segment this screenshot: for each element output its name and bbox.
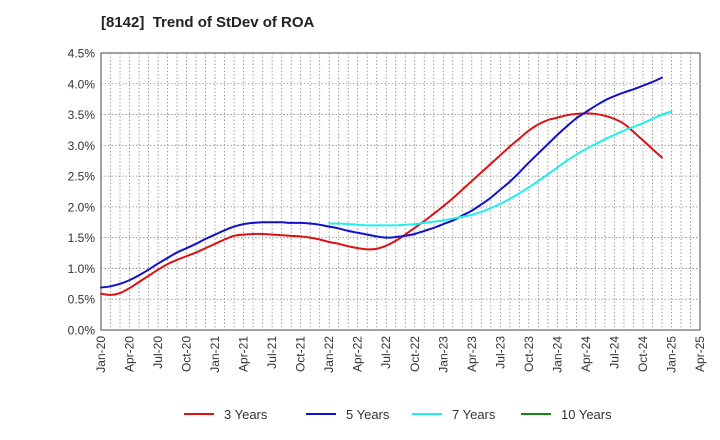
y-tick-label: 4.0% <box>68 77 96 91</box>
x-tick-label: Jan-23 <box>436 336 450 373</box>
legend-label: 10 Years <box>561 407 612 422</box>
x-tick-label: Apr-21 <box>237 336 251 372</box>
x-tick-label: Oct-21 <box>294 336 308 372</box>
y-tick-label: 0.5% <box>68 293 96 307</box>
plot-area <box>100 52 701 331</box>
legend-item-10-years: 10 Years <box>521 407 612 422</box>
legend: 3 Years 5 Years 7 Years 10 Years <box>184 407 612 422</box>
x-tick-label: Jan-20 <box>94 336 108 373</box>
legend-item-3-years: 3 Years <box>184 407 268 422</box>
y-tick-label: 1.5% <box>68 231 96 245</box>
y-tick-label: 1.0% <box>68 262 96 276</box>
x-tick-label: Jul-20 <box>151 336 165 369</box>
x-tick-label: Jan-22 <box>322 336 336 373</box>
grid <box>100 52 701 331</box>
x-tick-label: Jul-23 <box>493 336 507 369</box>
x-tick-label: Oct-24 <box>636 336 650 372</box>
x-tick-label: Jan-25 <box>664 336 678 373</box>
y-tick-label: 2.0% <box>68 200 96 214</box>
legend-label: 5 Years <box>346 407 390 422</box>
y-tick-label: 0.0% <box>68 324 96 338</box>
legend-item-7-years: 7 Years <box>412 407 496 422</box>
y-tick-label: 4.5% <box>68 47 96 61</box>
x-tick-label: Jul-24 <box>607 336 621 369</box>
x-tick-label: Jul-22 <box>379 336 393 369</box>
y-tick-label: 3.0% <box>68 139 96 153</box>
x-tick-label: Jan-24 <box>550 336 564 373</box>
series-lines <box>100 76 673 296</box>
series-line-3-years <box>100 112 663 296</box>
y-tick-label: 2.5% <box>68 170 96 184</box>
legend-item-5-years: 5 Years <box>306 407 390 422</box>
x-tick-label: Jan-21 <box>208 336 222 373</box>
legend-label: 3 Years <box>224 407 268 422</box>
x-tick-label: Jul-21 <box>265 336 279 369</box>
x-tick-label: Apr-25 <box>693 336 707 372</box>
legend-label: 7 Years <box>452 407 496 422</box>
x-tick-label: Apr-23 <box>465 336 479 372</box>
y-axis: 0.0% 0.5% 1.0% 1.5% 2.0% 2.5% 3.0% 3.5% 4.0% 4.5% <box>68 47 96 338</box>
x-tick-label: Apr-24 <box>579 336 593 372</box>
series-line-5-years <box>100 76 663 289</box>
x-tick-label: Oct-20 <box>180 336 194 372</box>
x-tick-label: Oct-22 <box>408 336 422 372</box>
x-tick-label: Apr-22 <box>351 336 365 372</box>
series-line-7-years <box>328 110 673 227</box>
x-tick-label: Apr-20 <box>123 336 137 372</box>
x-axis: Jan-20 Apr-20 Jul-20 Oct-20 Jan-21 Apr-21 Jul-… <box>94 336 707 373</box>
chart-title: [8142] Trend of StDev of ROA <box>101 14 315 31</box>
x-tick-label: Oct-23 <box>522 336 536 372</box>
y-tick-label: 3.5% <box>68 108 96 122</box>
